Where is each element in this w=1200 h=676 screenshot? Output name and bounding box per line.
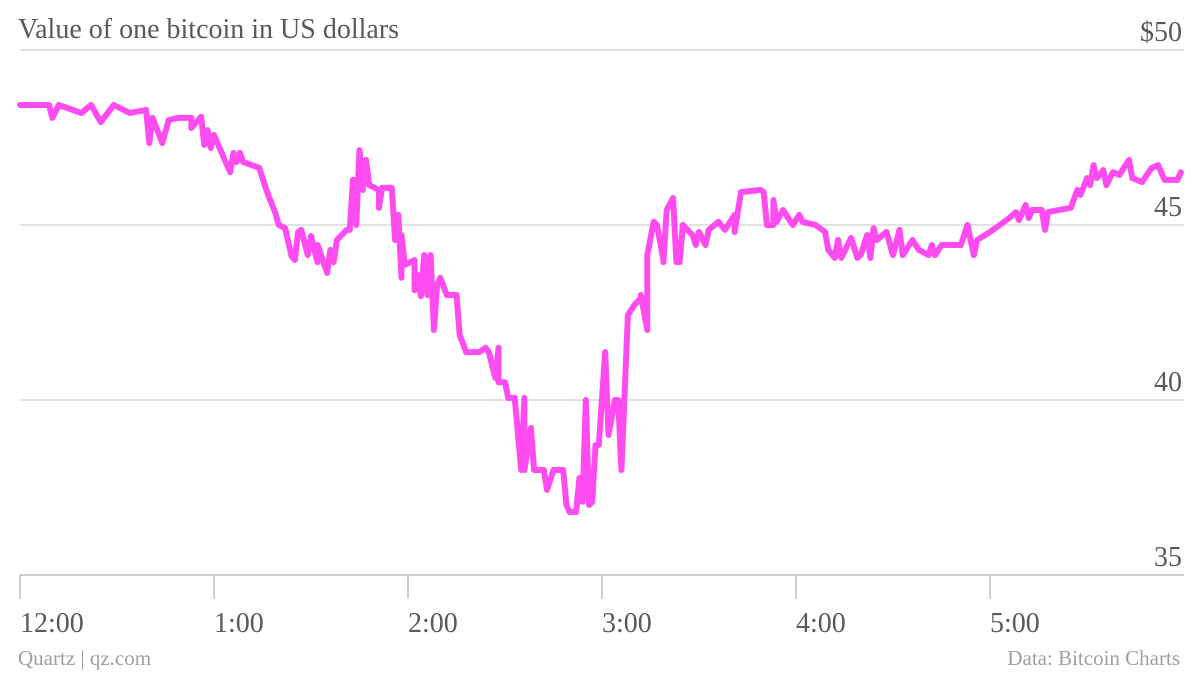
y-tick-label: 45	[1154, 192, 1182, 223]
chart-title: Value of one bitcoin in US dollars	[18, 14, 400, 45]
source-credit: Quartz | qz.com	[18, 646, 152, 670]
y-tick-label: 35	[1154, 542, 1182, 573]
y-tick-label: $50	[1140, 17, 1182, 48]
data-source: Data: Bitcoin Charts	[1007, 646, 1180, 670]
price-line	[17, 102, 1184, 515]
x-tick-label: 4:00	[796, 608, 846, 639]
y-tick-label: 40	[1154, 367, 1182, 398]
x-tick-label: 2:00	[408, 608, 458, 639]
x-tick-label: 5:00	[990, 608, 1040, 639]
x-tick-label: 3:00	[602, 608, 652, 639]
x-tick-label: 1:00	[214, 608, 264, 639]
x-tick-label: 12:00	[20, 608, 84, 639]
